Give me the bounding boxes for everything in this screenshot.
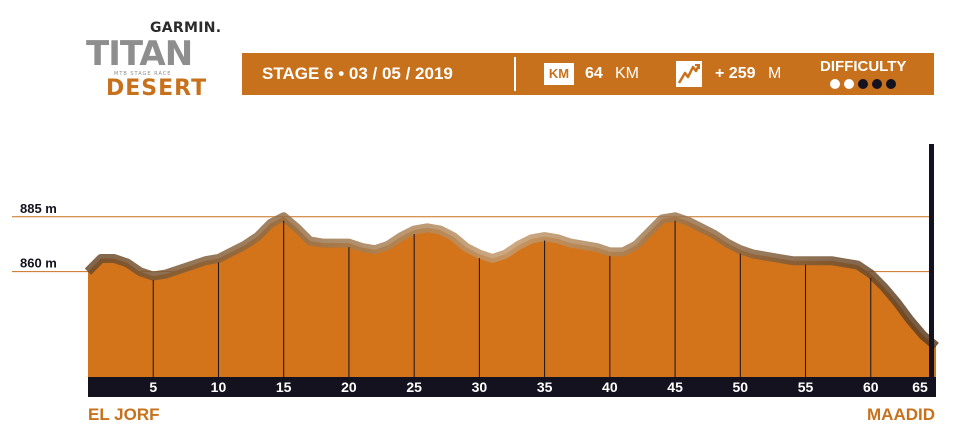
x-tick-label: 5 [149,379,157,395]
x-tick-label: 45 [667,379,683,395]
y-tick-label: 860 m [20,256,57,271]
distance-unit: KM [615,65,639,82]
event-logo: GARMIN. TITAN MTB STAGE RACE DESERT [84,18,224,101]
event-name: TITAN [86,34,193,74]
x-tick-label: 40 [602,379,618,395]
stage-info-banner: STAGE 6 • 03 / 05 / 2019 KM 64 KM + 259 … [242,53,934,95]
x-tick-label: 30 [472,379,488,395]
x-tick-label: 20 [341,379,357,395]
sponsor-wordmark: GARMIN. [150,20,222,36]
x-tick-label: 15 [276,379,292,395]
km-icon: KM [544,63,574,85]
x-tick-label: 55 [798,379,814,395]
finish-location: MAADID [867,405,935,424]
distance-value: 64 [585,65,603,82]
difficulty-label: DIFFICULTY [820,58,907,75]
elevation-gain-value: + 259 [715,65,756,82]
mountain-climb-icon [676,61,702,87]
difficulty-dot [830,79,840,89]
event-tagline: MTB STAGE RACE [114,71,172,77]
elevation-gain-unit: M [768,65,782,82]
x-tick-label: 50 [733,379,749,395]
x-tick-label: 35 [537,379,553,395]
x-axis-bar [88,377,936,397]
difficulty-dot [858,79,868,89]
finish-post [929,144,934,397]
difficulty-dot [844,79,854,89]
elevation-area [88,216,936,377]
start-location: EL JORF [88,405,160,424]
x-tick-label: 60 [863,379,879,395]
difficulty-rating [830,79,896,89]
stage-date: STAGE 6 • 03 / 05 / 2019 [262,64,453,83]
difficulty-dot [872,79,882,89]
difficulty-dot [886,79,896,89]
banner-divider [514,57,516,91]
x-tick-label: 65 [912,379,928,395]
y-tick-label: 885 m [20,201,57,216]
x-tick-label: 25 [406,379,422,395]
event-edition: DESERT [106,76,208,101]
x-tick-label: 10 [211,379,227,395]
elevation-ridge [84,212,939,350]
